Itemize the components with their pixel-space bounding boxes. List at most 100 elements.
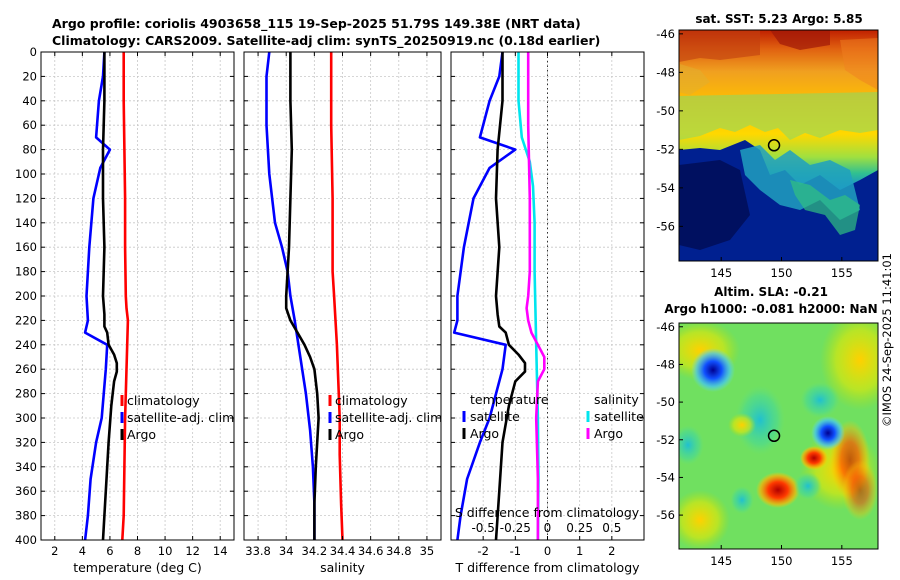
map-y-tick-label: -48: [656, 357, 675, 371]
y-tick-label: 180: [15, 265, 37, 279]
map-y-tick-label: -54: [656, 181, 675, 195]
y-tick-label: 0: [30, 45, 37, 59]
salinity-profile-panel: 33.8 34 34.2 34.4 34.6 34.8 35 salinity climatol…: [243, 51, 442, 575]
x-tick-label-top: 0.25: [566, 521, 593, 535]
series-line-satellite-adj-clim: [83, 51, 112, 541]
y-tick-label: 140: [15, 216, 37, 230]
map-y-tick-label: -56: [656, 508, 675, 522]
legend-label: Argo: [594, 426, 623, 441]
x-tick-label: 14: [213, 544, 228, 558]
y-tick-label: 260: [15, 362, 37, 376]
map-x-tick-label: 145: [710, 266, 732, 280]
legend-title-temperature: temperature: [470, 392, 549, 407]
map-x-tick-label: 155: [831, 554, 853, 568]
argo-location-marker-sst: [767, 139, 781, 152]
sla-map-panel: Altim. SLA: -0.21 Argo h1000: -0.081 h20…: [656, 285, 879, 568]
x-tick-label-top: 0: [544, 521, 552, 535]
sla-map-title-line2: Argo h1000: -0.081 h2000: NaN: [664, 302, 877, 316]
y-tick-label: 220: [15, 313, 37, 327]
map-y-tick-label: -50: [656, 395, 675, 409]
x-axis-label: salinity: [320, 560, 365, 575]
y-tick-label: 280: [15, 387, 37, 401]
sla-heatmap: [679, 323, 878, 549]
sst-map-panel: sat. SST: 5.23 Argo: 5.85 145 150 155 -46 -4…: [656, 12, 879, 280]
x-tick-label: 12: [185, 544, 200, 558]
legend-label: satellite: [470, 409, 520, 424]
y-tick-label: 20: [22, 69, 37, 83]
map-y-tick-label: -46: [656, 320, 675, 334]
x-tick-label: 2: [51, 544, 58, 558]
x-tick-label: 34.6: [358, 544, 384, 558]
legend-label: satellite: [594, 409, 644, 424]
series-line-t-argo: [494, 52, 527, 541]
y-tick-label: 40: [22, 94, 37, 108]
legend-label: satellite-adj. clim: [335, 410, 442, 425]
x-tick-label: 6: [106, 544, 113, 558]
y-tick-label: 100: [15, 167, 37, 181]
x-tick-label: 8: [134, 544, 141, 558]
y-tick-label: 160: [15, 240, 37, 254]
y-tick-label: 380: [15, 509, 37, 523]
map-x-tick-label: 145: [710, 554, 732, 568]
y-tick-label: 240: [15, 338, 37, 352]
difference-profile-panel: -2 -1 0 1 2 T difference from climatology temp…: [450, 51, 645, 575]
y-tick-label: 300: [15, 411, 37, 425]
y-tick-label: 400: [15, 533, 37, 547]
x-tick-label-top: -0.5: [471, 521, 494, 535]
x-tick-label: 4: [79, 544, 86, 558]
x-axis-label-top: S difference from climatology: [455, 505, 640, 520]
x-tick-label-top: -0.25: [500, 521, 531, 535]
sla-map-title-line1: Altim. SLA: -0.21: [714, 285, 828, 299]
series-line-s-argo: [525, 52, 546, 540]
x-tick-label: 35: [420, 544, 435, 558]
legend-label: Argo: [127, 427, 156, 442]
series-line-argo: [284, 52, 320, 540]
map-y-tick-label: -52: [656, 433, 675, 447]
x-tick-label: 34: [279, 544, 294, 558]
x-tick-label: 0: [544, 544, 551, 558]
legend-label: satellite-adj. clim: [127, 410, 234, 425]
y-tick-label: 120: [15, 191, 37, 205]
series-line-satellite-adj-clim: [265, 51, 316, 540]
x-axis-label: T difference from climatology: [454, 560, 640, 575]
series-line-climatology: [121, 52, 130, 541]
main-title-line1: Argo profile: coriolis 4903658_115 19-Se…: [52, 16, 581, 32]
map-y-tick-label: -50: [656, 104, 675, 118]
sst-axis-ticks: 145 150 155 -46 -48 -50 -52 -54 -56: [656, 27, 853, 280]
y-tick-label: 360: [15, 484, 37, 498]
x-tick-label: 10: [158, 544, 173, 558]
series-line-t-satellite: [452, 51, 517, 541]
y-tick-label: 340: [15, 460, 37, 474]
map-y-tick-label: -52: [656, 142, 675, 156]
map-y-tick-label: -48: [656, 65, 675, 79]
x-axis-label: temperature (deg C): [73, 560, 202, 575]
legend-label: climatology: [127, 393, 200, 408]
temperature-profile-panel: 0 20 40 60 80 100 120 140 160 180 200 220 240 260 280 3…: [15, 45, 235, 575]
y-tick-label: 80: [22, 143, 37, 157]
map-y-tick-label: -56: [656, 219, 675, 233]
y-tick-label: 60: [22, 118, 37, 132]
legend-label: Argo: [470, 426, 499, 441]
legend-label: climatology: [335, 393, 408, 408]
legend-title-salinity: salinity: [594, 392, 639, 407]
series-line-climatology: [329, 52, 344, 541]
sst-map-title: sat. SST: 5.23 Argo: 5.85: [695, 12, 862, 26]
legend-label: Argo: [335, 427, 364, 442]
x-tick-label: 34.4: [330, 544, 356, 558]
main-title-line2: Climatology: CARS2009. Satellite-adj cli…: [52, 33, 600, 49]
x-tick-label-top: 0.5: [602, 521, 621, 535]
sla-axis-ticks: 145 150 155 -46 -48 -50 -52 -54 -56: [656, 320, 853, 568]
sst-heatmap: [679, 30, 878, 261]
map-x-tick-label: 155: [831, 266, 853, 280]
x-tick-label: 2: [608, 544, 615, 558]
y-tick-label: 200: [15, 289, 37, 303]
x-tick-label: 1: [576, 544, 583, 558]
x-tick-label: 34.2: [302, 544, 328, 558]
y-tick-label: 320: [15, 435, 37, 449]
series-line-s-satellite: [517, 52, 540, 541]
map-y-tick-label: -54: [656, 470, 675, 484]
map-x-tick-label: 150: [771, 554, 793, 568]
argo-location-marker-sla: [767, 429, 781, 443]
map-y-tick-label: -46: [656, 27, 675, 41]
